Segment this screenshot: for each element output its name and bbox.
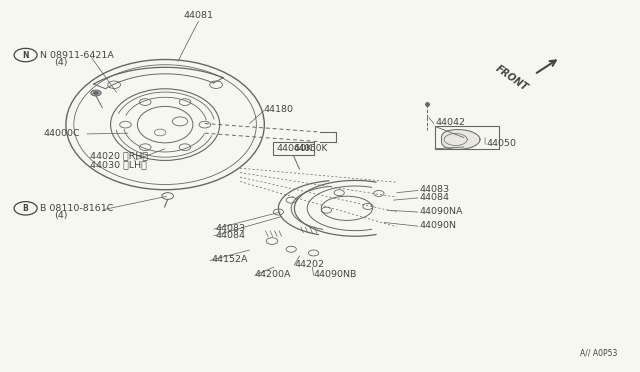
Text: 44090N: 44090N <box>419 221 456 230</box>
Text: B: B <box>23 204 28 213</box>
Text: 44000C: 44000C <box>44 129 80 138</box>
Text: 44042: 44042 <box>435 118 465 127</box>
Text: 44050: 44050 <box>486 139 516 148</box>
Text: 44090NA: 44090NA <box>419 207 463 216</box>
Text: 44030 〈LH〉: 44030 〈LH〉 <box>90 161 147 170</box>
Text: N 08911-6421A: N 08911-6421A <box>40 51 113 60</box>
Text: N: N <box>22 51 29 60</box>
Text: 44060K: 44060K <box>276 144 312 153</box>
Text: A// A0P53: A// A0P53 <box>580 348 618 357</box>
Text: 44090NB: 44090NB <box>314 270 357 279</box>
Text: 44152A: 44152A <box>211 255 248 264</box>
Text: 44081: 44081 <box>184 12 213 20</box>
Text: 44020 〈RH〉: 44020 〈RH〉 <box>90 152 148 161</box>
Text: 44060K: 44060K <box>294 144 328 153</box>
Text: 44083: 44083 <box>419 185 449 194</box>
Text: FRONT: FRONT <box>494 63 530 93</box>
Text: 44202: 44202 <box>294 260 324 269</box>
Circle shape <box>93 92 99 94</box>
Text: (4): (4) <box>54 58 68 67</box>
Text: 44180: 44180 <box>264 105 294 114</box>
Bar <box>435 126 499 149</box>
Text: 44084: 44084 <box>419 193 449 202</box>
Text: (4): (4) <box>54 211 68 219</box>
Polygon shape <box>442 129 480 150</box>
Text: 44084: 44084 <box>215 231 245 240</box>
Circle shape <box>91 90 101 96</box>
Text: 44083: 44083 <box>215 224 245 233</box>
Text: B 08110-8161C: B 08110-8161C <box>40 204 113 213</box>
Text: 44200A: 44200A <box>255 270 291 279</box>
Bar <box>273 142 314 155</box>
